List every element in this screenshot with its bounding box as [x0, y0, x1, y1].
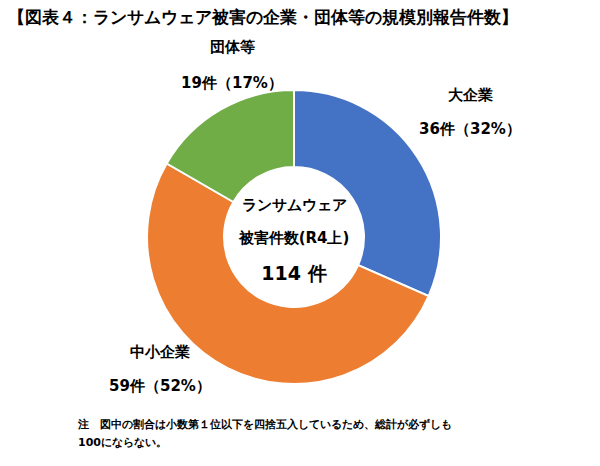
note: 注 図中の割合は小数第１位以下を四捨五入しているため、総計が必ずしも [77, 418, 452, 431]
background [0, 0, 600, 466]
total-label: 114 件 [261, 262, 326, 284]
center-text: ランサムウェア [242, 196, 347, 214]
chart: 【図表４：ランサムウェア被害の企業・団体等の規模別報告件数】ランサムウェア被害件… [0, 0, 600, 466]
value-label: 36件（32%） [419, 120, 521, 138]
value-label: 19件（17%） [181, 74, 283, 92]
category-label: 団体等 [210, 38, 255, 56]
slice [167, 90, 294, 202]
category-label: 大企業 [448, 86, 493, 104]
category-label: 中小企業 [130, 343, 190, 361]
center-text: 被害件数(R4上) [238, 229, 350, 247]
slices [147, 90, 441, 384]
note: 100にならない。 [78, 436, 167, 449]
value-label: 59件（52%） [109, 377, 211, 395]
title: 【図表４：ランサムウェア被害の企業・団体等の規模別報告件数】 [8, 8, 518, 27]
